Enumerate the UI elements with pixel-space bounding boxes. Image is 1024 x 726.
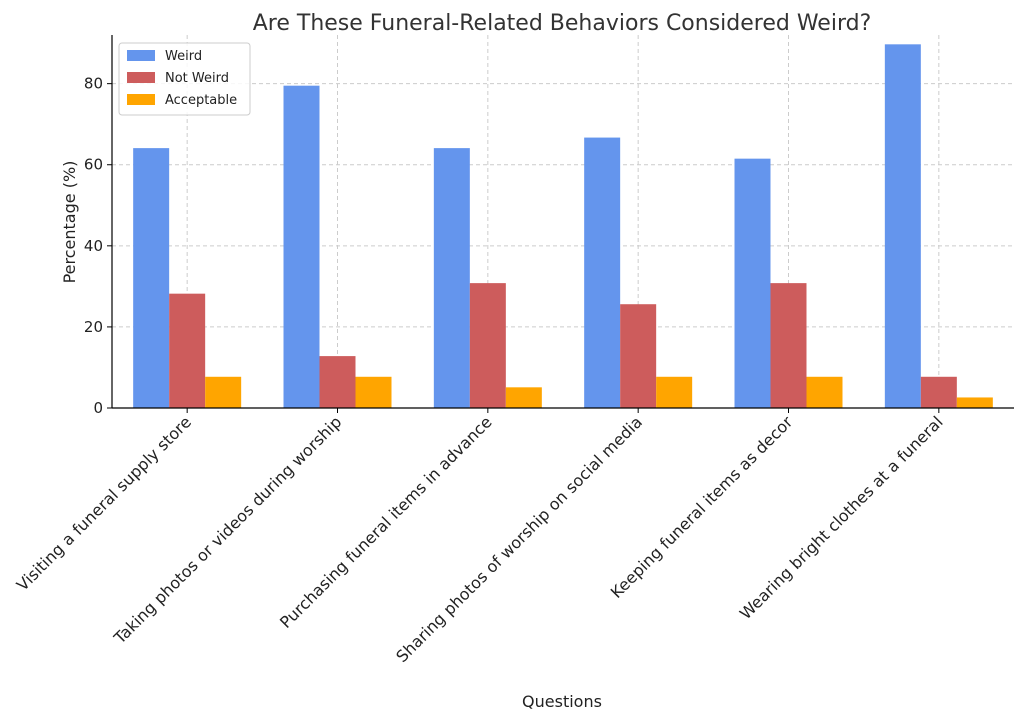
bar-acceptable	[205, 376, 242, 408]
bar-weird	[133, 148, 170, 408]
bar-not-weird	[169, 293, 206, 408]
legend-swatch	[127, 94, 155, 105]
y-tick-label: 60	[84, 156, 103, 174]
x-tick-label: Sharing photos of worship on social medi…	[392, 412, 646, 666]
legend-label: Weird	[165, 49, 202, 64]
legend-label: Not Weird	[165, 71, 229, 86]
legend: Weird Not Weird Acceptable	[118, 42, 251, 116]
chart-title: Are These Funeral-Related Behaviors Cons…	[253, 11, 872, 36]
x-tick-label: Visiting a funeral supply store	[13, 412, 195, 594]
y-tick-label: 40	[84, 237, 103, 255]
bar-not-weird	[770, 283, 807, 408]
bar-weird	[433, 148, 470, 408]
bar-acceptable	[956, 397, 993, 408]
bar-not-weird	[620, 304, 657, 408]
bar-not-weird	[920, 376, 957, 408]
x-tick-label: Keeping funeral items as decor	[607, 412, 797, 602]
y-ticks: 0 20 40 60 80	[84, 75, 112, 417]
bar-weird	[734, 158, 771, 408]
bar-not-weird	[469, 283, 506, 408]
legend-swatch	[127, 50, 155, 61]
bars	[133, 44, 993, 408]
bar-weird	[584, 137, 621, 408]
bar-acceptable	[355, 376, 392, 408]
legend-label: Acceptable	[165, 93, 237, 108]
bar-weird	[283, 85, 320, 408]
axes	[111, 35, 1014, 409]
y-tick-label: 20	[84, 318, 103, 336]
x-axis-label: Questions	[522, 692, 602, 711]
y-tick-label: 80	[84, 75, 103, 93]
y-tick-label: 0	[93, 399, 103, 417]
bar-acceptable	[656, 376, 693, 408]
bar-weird	[884, 44, 921, 408]
bar-acceptable	[505, 387, 542, 408]
legend-swatch	[127, 72, 155, 83]
y-axis-label: Percentage (%)	[60, 161, 79, 284]
bar-acceptable	[806, 376, 843, 408]
bar-not-weird	[319, 356, 356, 408]
